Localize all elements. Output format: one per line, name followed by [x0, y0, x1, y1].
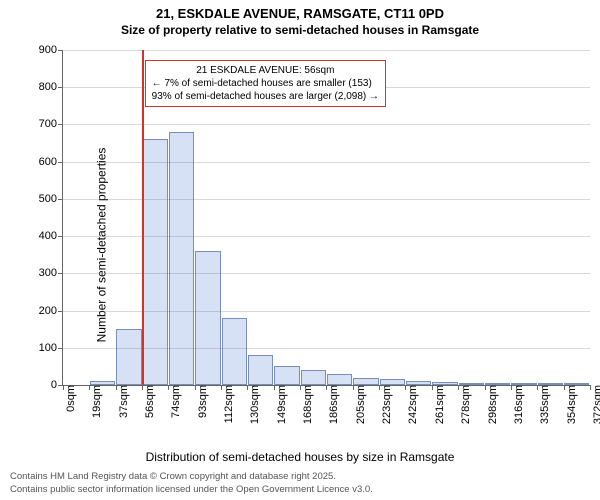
bar-slot: 316sqm — [511, 50, 537, 385]
xtick-label: 205sqm — [349, 385, 367, 424]
xtick-label: 372sqm — [586, 385, 600, 424]
annotation-line: 21 ESKDALE AVENUE: 56sqm — [152, 64, 379, 77]
footer-line-1: Contains HM Land Registry data © Crown c… — [10, 471, 373, 483]
bar-slot: 19sqm — [89, 50, 115, 385]
histogram-bar — [353, 378, 378, 385]
annotation-box: 21 ESKDALE AVENUE: 56sqm← 7% of semi-det… — [145, 60, 386, 107]
bar-slot: 335sqm — [537, 50, 563, 385]
histogram-bar — [248, 355, 273, 385]
xtick-label: 19sqm — [85, 385, 103, 418]
chart-area: Number of semi-detached properties 0sqm1… — [0, 44, 600, 446]
ytick-label: 500 — [39, 193, 63, 205]
histogram-bar — [327, 374, 352, 385]
histogram-bar — [274, 366, 299, 385]
xtick-label: 168sqm — [296, 385, 314, 424]
bar-slot: 242sqm — [405, 50, 431, 385]
xtick-label: 186sqm — [322, 385, 340, 424]
ytick-label: 100 — [39, 342, 63, 354]
x-axis-label: Distribution of semi-detached houses by … — [0, 450, 600, 464]
xtick-label: 278sqm — [454, 385, 472, 424]
bar-slot: 354sqm372sqm — [564, 50, 590, 385]
annotation-line: ← 7% of semi-detached houses are smaller… — [152, 77, 379, 90]
xtick-label: 298sqm — [481, 385, 499, 424]
bar-slot: 37sqm — [116, 50, 142, 385]
ytick-label: 300 — [39, 267, 63, 279]
ytick-label: 200 — [39, 305, 63, 317]
xtick-label: 37sqm — [112, 385, 130, 418]
histogram-bar — [301, 370, 326, 385]
footer-line-2: Contains public sector information licen… — [10, 484, 373, 496]
ytick-label: 800 — [39, 81, 63, 93]
xtick-label: 261sqm — [428, 385, 446, 424]
bar-slot: 278sqm — [458, 50, 484, 385]
xtick-label: 74sqm — [164, 385, 182, 418]
xtick-label: 354sqm — [560, 385, 578, 424]
plot-region: 0sqm19sqm37sqm56sqm74sqm93sqm112sqm130sq… — [62, 50, 590, 386]
bar-slot: 261sqm — [432, 50, 458, 385]
chart-title-block: 21, ESKDALE AVENUE, RAMSGATE, CT11 0PD S… — [0, 0, 600, 37]
histogram-bar — [195, 251, 220, 385]
ytick-label: 600 — [39, 156, 63, 168]
xtick-label: 93sqm — [191, 385, 209, 418]
gridline — [63, 385, 590, 386]
bar-slot: 298sqm — [485, 50, 511, 385]
xtick-label: 242sqm — [401, 385, 419, 424]
xtick-label: 112sqm — [217, 385, 235, 423]
histogram-bar — [116, 329, 141, 385]
chart-subtitle: Size of property relative to semi-detach… — [0, 23, 600, 37]
ytick-label: 400 — [39, 230, 63, 242]
ytick-label: 0 — [51, 379, 63, 391]
xtick-label: 335sqm — [533, 385, 551, 424]
xtick-label: 130sqm — [243, 385, 261, 424]
annotation-line: 93% of semi-detached houses are larger (… — [152, 90, 379, 103]
ytick-label: 900 — [39, 44, 63, 56]
ytick-label: 700 — [39, 118, 63, 130]
xtick-label: 56sqm — [138, 385, 156, 418]
xtick-label: 223sqm — [375, 385, 393, 424]
chart-title: 21, ESKDALE AVENUE, RAMSGATE, CT11 0PD — [0, 6, 600, 21]
xtick-label: 316sqm — [507, 385, 525, 424]
histogram-bar — [222, 318, 247, 385]
footer-attribution: Contains HM Land Registry data © Crown c… — [10, 471, 373, 496]
xtick-label: 149sqm — [270, 385, 288, 424]
bar-slot: 0sqm — [63, 50, 89, 385]
